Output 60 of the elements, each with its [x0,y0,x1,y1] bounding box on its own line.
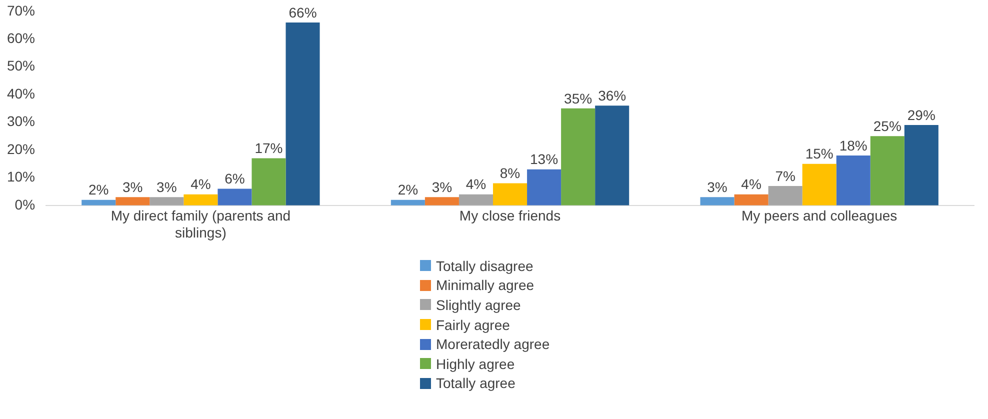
x-tick-label: My close friends [459,208,561,224]
data-label: 17% [254,140,283,156]
data-label: 2% [398,182,418,198]
bar [116,197,150,206]
data-label: 3% [707,178,728,195]
data-label: 3% [432,178,452,195]
data-label: 7% [775,168,796,184]
data-label: 18% [839,137,868,154]
legend-label: Moreratedly agree [436,336,550,352]
bar [527,169,562,206]
y-tick-label: 40% [6,85,36,102]
data-label: 36% [598,87,626,104]
legend-label: Totally disagree [436,258,534,274]
y-tick-label: 10% [6,168,36,185]
bar [904,125,938,206]
data-label: 29% [907,106,936,123]
bar [802,164,836,206]
bar [768,186,802,206]
legend-label: Fairly agree [436,316,510,333]
bar [595,106,630,206]
bar [424,197,459,206]
bar [286,22,320,206]
bar [734,194,768,206]
x-tick-label: My direct family (parents and siblings) [110,208,291,240]
bar [390,200,425,206]
data-label: 13% [530,151,558,168]
data-label: 4% [466,176,486,192]
data-label: 3% [156,178,177,195]
legend-label: Highly agree [436,356,515,372]
bar [82,200,116,206]
bar [184,194,218,206]
bar [218,188,252,206]
y-tick-label: 20% [6,140,36,157]
legend-label: Minimally agree [436,277,534,294]
y-tick-label: 30% [6,113,36,130]
bar [493,183,528,206]
bar [561,108,596,206]
bar [870,136,904,206]
bar [252,158,286,206]
bar [836,156,870,206]
data-label: 2% [88,182,109,198]
data-label: 6% [224,170,245,187]
data-label: 8% [500,165,520,182]
y-tick-label: 50% [6,58,36,74]
data-label: 3% [122,178,143,195]
y-tick-label: 0% [14,196,36,212]
y-tick-label: 70% [6,2,36,18]
bar [150,197,184,206]
legend-label: Slightly agree [436,296,521,313]
data-label: 4% [741,176,762,192]
data-label: 35% [564,90,592,106]
y-tick-label: 60% [6,30,36,46]
data-label: 4% [190,176,211,192]
bar [700,197,734,206]
data-label: 25% [873,118,902,134]
data-label: 15% [805,146,834,162]
legend-label: Totally agree [436,375,516,392]
bar [458,194,493,206]
data-label: 66% [288,4,317,20]
x-tick-label: My peers and colleagues [742,208,898,224]
